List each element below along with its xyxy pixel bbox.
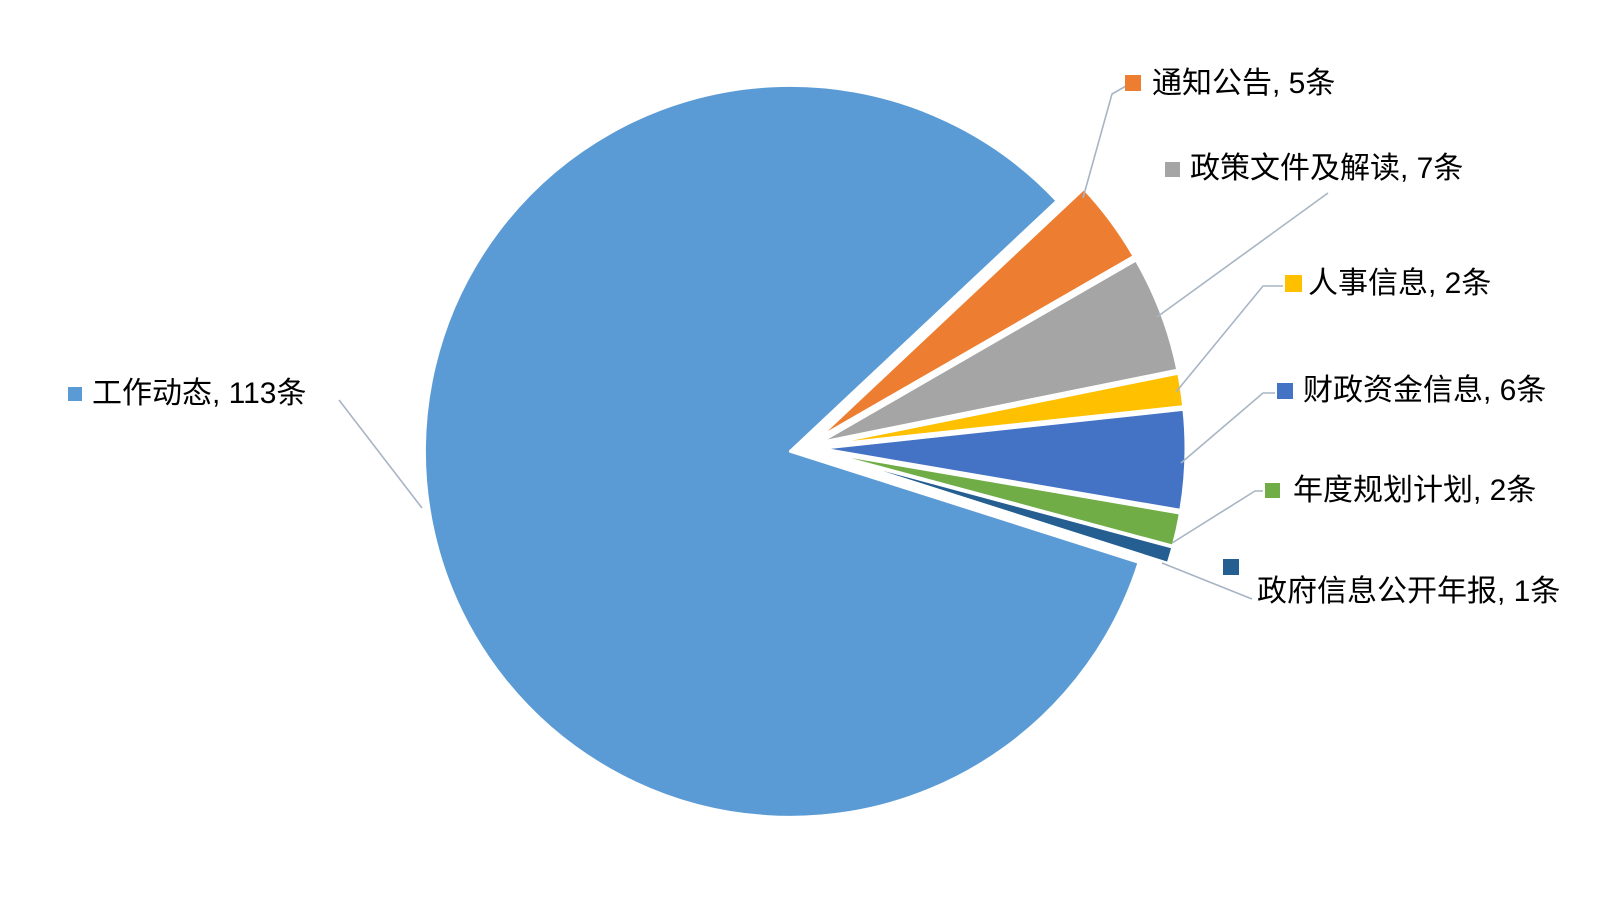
- leader-line-work-updates: [338, 399, 423, 509]
- legend-key-open-gov-annual-report: [1223, 559, 1239, 575]
- legend-key-notices: [1125, 75, 1141, 91]
- leader-line-policy-docs: [1156, 192, 1329, 318]
- slice-label-fiscal-funds: 财政资金信息, 6条: [1303, 374, 1547, 407]
- slice-label-notices: 通知公告, 5条: [1152, 67, 1336, 100]
- legend-key-personnel-info: [1285, 275, 1302, 292]
- leader-line-notices: [1082, 85, 1127, 199]
- slice-label-annual-plans: 年度规划计划, 2条: [1293, 474, 1537, 507]
- legend-key-annual-plans: [1265, 483, 1280, 498]
- leader-line-fiscal-funds: [1180, 392, 1275, 464]
- slice-label-policy-docs: 政策文件及解读, 7条: [1190, 152, 1464, 185]
- slice-label-open-gov-annual-report: 政府信息公开年报, 1条: [1257, 575, 1561, 608]
- pie-slice-notices: [815, 187, 1136, 441]
- slice-label-personnel-info: 人事信息, 2条: [1308, 267, 1492, 300]
- legend-key-policy-docs: [1165, 162, 1180, 177]
- slice-label-work-updates: 工作动态, 113条: [92, 377, 307, 410]
- pie-slice-open-gov-annual-report: [817, 450, 1175, 565]
- leader-lines: [338, 85, 1329, 600]
- leader-line-personnel-info: [1175, 285, 1283, 393]
- pie-slice-personnel-info: [818, 371, 1186, 448]
- leader-line-open-gov-annual-report: [1161, 562, 1253, 600]
- leader-line-annual-plans: [1171, 490, 1263, 544]
- pie-slice-work-updates: [422, 83, 1141, 819]
- legend-key-work-updates: [68, 387, 82, 401]
- legend-key-fiscal-funds: [1277, 383, 1293, 399]
